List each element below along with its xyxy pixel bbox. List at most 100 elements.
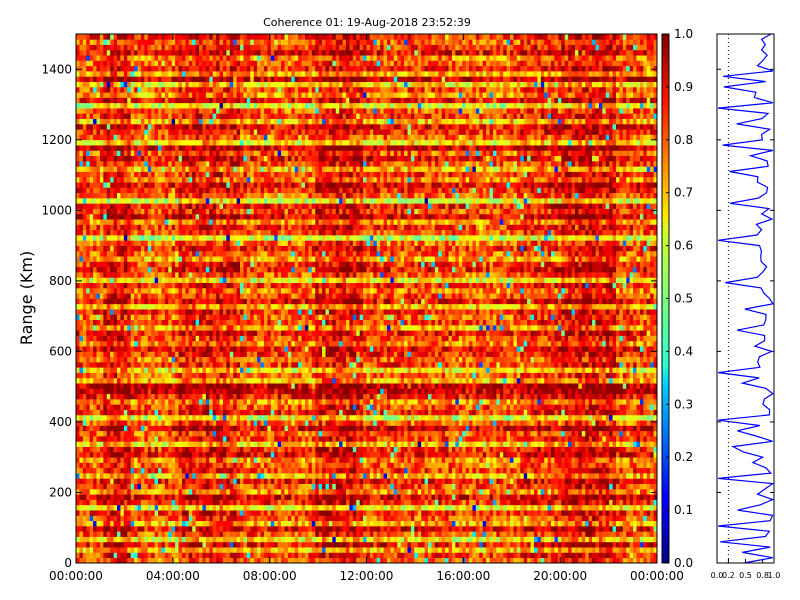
heatmap-cell <box>195 473 200 479</box>
heatmap-cell <box>639 547 644 553</box>
heatmap-cell <box>202 552 207 559</box>
heatmap-cell <box>516 441 521 447</box>
heatmap-cell <box>592 547 596 553</box>
heatmap-cell <box>465 451 470 458</box>
heatmap-cell <box>424 547 429 553</box>
heatmap-cell <box>117 494 121 500</box>
heatmap-cell <box>520 483 525 490</box>
heatmap-cell <box>510 425 514 432</box>
heatmap-cell <box>185 420 190 426</box>
heatmap-cell <box>438 499 443 506</box>
heatmap-cell <box>274 430 278 437</box>
heatmap-cell <box>212 473 217 479</box>
heatmap-cell <box>185 547 190 553</box>
heatmap-cell <box>301 557 306 564</box>
heatmap-cell <box>236 515 241 522</box>
heatmap-cell <box>414 483 419 490</box>
heatmap-cell <box>619 504 624 511</box>
heatmap-cell <box>325 451 330 458</box>
heatmap-cell <box>342 451 347 458</box>
heatmap-cell <box>161 409 166 416</box>
heatmap-cell <box>240 515 244 522</box>
heatmap-cell <box>520 504 525 511</box>
heatmap-cell <box>400 457 405 463</box>
heatmap-cell <box>554 425 559 432</box>
heatmap-cell <box>123 457 128 463</box>
heatmap-cell <box>339 552 343 559</box>
heatmap-cell <box>390 478 395 484</box>
heatmap-cell <box>229 414 234 421</box>
heatmap-cell <box>140 483 145 490</box>
heatmap-cell <box>192 409 196 416</box>
heatmap-cell <box>76 430 80 437</box>
heatmap-cell <box>253 436 258 442</box>
heatmap-cell <box>325 520 330 527</box>
heatmap-cell <box>588 557 593 564</box>
heatmap-cell <box>171 499 176 506</box>
heatmap-cell <box>349 525 354 532</box>
heatmap-cell <box>407 462 412 469</box>
heatmap-cell <box>311 488 316 495</box>
heatmap-cell <box>445 457 449 463</box>
heatmap-cell <box>154 541 159 548</box>
heatmap-cell <box>79 457 84 463</box>
heatmap-cell <box>451 425 456 432</box>
heatmap-cell <box>469 510 473 516</box>
heatmap-cell <box>417 436 422 442</box>
heatmap-cell <box>510 531 514 537</box>
heatmap-cell <box>178 483 183 490</box>
heatmap-cell <box>561 504 566 511</box>
heatmap-cell <box>445 547 449 553</box>
heatmap-cell <box>513 414 518 421</box>
heatmap-cell <box>557 451 562 458</box>
heatmap-cell <box>332 520 337 527</box>
heatmap-cell <box>144 430 149 437</box>
heatmap-cell <box>421 520 425 527</box>
heatmap-cell <box>236 499 241 506</box>
heatmap-cell <box>192 536 196 543</box>
heatmap-cell <box>581 430 586 437</box>
heatmap-cell <box>574 425 579 432</box>
heatmap-cell <box>89 483 94 490</box>
heatmap-cell <box>199 536 203 543</box>
heatmap-cell <box>547 541 552 548</box>
heatmap-cell <box>284 510 289 516</box>
heatmap-cell <box>441 457 446 463</box>
heatmap-cell <box>147 478 152 484</box>
heatmap-cell <box>222 499 227 506</box>
heatmap-cell <box>585 446 589 453</box>
heatmap-cell <box>164 552 169 559</box>
heatmap-cell <box>356 541 361 548</box>
heatmap-cell <box>325 425 330 432</box>
heatmap-cell <box>308 409 313 416</box>
heatmap-cell <box>407 557 412 564</box>
heatmap-cell <box>393 520 398 527</box>
heatmap-cell <box>311 446 316 453</box>
heatmap-cell <box>424 414 429 421</box>
heatmap-cell <box>154 414 159 421</box>
heatmap-cell <box>458 520 463 527</box>
heatmap-cell <box>571 547 576 553</box>
heatmap-cell <box>284 404 289 410</box>
heatmap-cell <box>294 404 299 410</box>
heatmap-cell <box>205 494 210 500</box>
heatmap-cell <box>650 446 654 453</box>
heatmap-cell <box>605 430 610 437</box>
heatmap-cell <box>650 430 654 437</box>
heatmap-cell <box>568 451 572 458</box>
heatmap-cell <box>407 525 412 532</box>
heatmap-cell <box>441 541 446 548</box>
heatmap-cell <box>178 451 183 458</box>
heatmap-cell <box>622 525 627 532</box>
heatmap-cell <box>339 536 343 543</box>
heatmap-cell <box>325 478 330 484</box>
heatmap-cell <box>626 504 631 511</box>
heatmap-cell <box>592 557 596 564</box>
heatmap-cell <box>448 473 453 479</box>
heatmap-cell <box>99 436 104 442</box>
heatmap-cell <box>537 409 542 416</box>
heatmap-cell <box>609 462 613 469</box>
heatmap-cell <box>236 404 241 410</box>
heatmap-cell <box>643 473 648 479</box>
heatmap-cell <box>653 441 658 447</box>
